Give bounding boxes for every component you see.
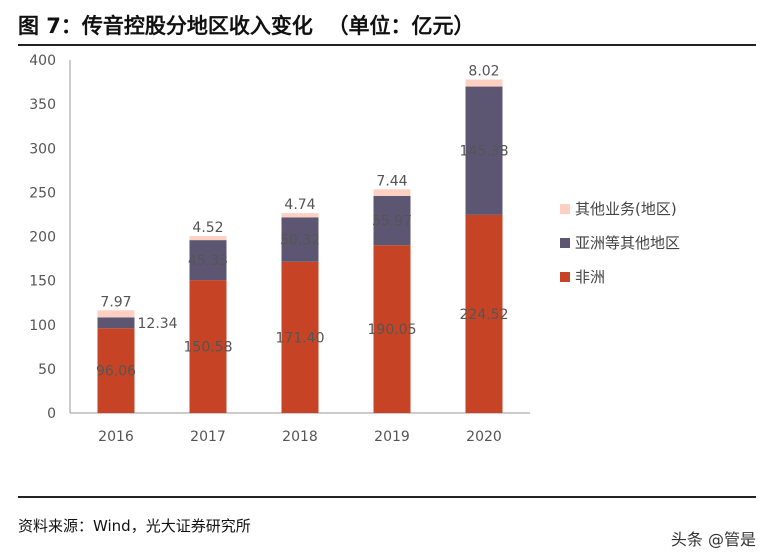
bottom-rule [18, 496, 756, 498]
legend-label: 非洲 [575, 268, 605, 286]
data-label: 45.33 [188, 253, 228, 269]
bar-segment [465, 79, 503, 87]
data-label: 50.32 [280, 233, 320, 249]
chart-title: 图 7：传音控股分地区收入变化 （单位：亿元） [18, 14, 475, 38]
data-label: 171.40 [276, 330, 325, 346]
x-tick-label: 2017 [190, 429, 226, 445]
bar-segment [189, 280, 227, 413]
data-label: 7.97 [100, 294, 131, 310]
x-tick-label: 2016 [98, 429, 134, 445]
bar-segment [97, 310, 135, 318]
data-label: 190.05 [368, 322, 417, 338]
y-tick-label: 300 [29, 141, 56, 157]
y-tick-label: 50 [38, 362, 56, 378]
bar-segment [373, 245, 411, 413]
y-tick-label: 100 [29, 318, 56, 334]
bar-segment [189, 240, 227, 281]
x-tick-label: 2019 [374, 429, 410, 445]
data-label: 224.52 [460, 307, 509, 323]
legend-label: 亚洲等其他地区 [575, 234, 680, 252]
y-tick-label: 200 [29, 230, 56, 246]
bar-segment [97, 328, 135, 413]
data-label: 4.74 [284, 197, 315, 213]
data-label: 8.02 [468, 63, 499, 79]
data-label: 55.97 [372, 214, 412, 230]
y-tick-label: 350 [29, 97, 56, 113]
bar-segment [373, 195, 411, 246]
y-tick-label: 150 [29, 274, 56, 290]
data-label: 4.52 [192, 220, 223, 236]
bar-segment [373, 189, 411, 196]
x-tick-label: 2018 [282, 429, 318, 445]
x-tick-label: 2020 [466, 429, 502, 445]
bar-segment [281, 217, 319, 262]
y-tick-label: 400 [29, 53, 56, 69]
bar-segment [465, 86, 503, 215]
bar-segment [465, 214, 503, 413]
watermark: 头条 @管是 [670, 530, 756, 549]
y-tick-label: 250 [29, 185, 56, 201]
bar-segment [97, 317, 135, 329]
legend-swatch [560, 204, 570, 214]
top-rule [18, 44, 756, 46]
legend-swatch [560, 238, 570, 248]
legend-swatch [560, 272, 570, 282]
source-note: 资料来源：Wind，光大证券研究所 [18, 517, 251, 535]
bar-segment [281, 261, 319, 413]
bar-segment [189, 236, 227, 241]
legend-label: 其他业务(地区) [575, 200, 677, 218]
data-label: 12.34 [138, 316, 178, 332]
stacked-bar-chart: 0 50 100 150 200 250 300 350 400 96.06 12.34 7.97 20… [29, 53, 680, 445]
data-label: 150.58 [184, 340, 233, 356]
y-tick-label: 0 [47, 406, 56, 422]
data-label: 145.38 [460, 144, 509, 160]
data-label: 7.44 [376, 173, 407, 189]
bar-segment [281, 213, 319, 218]
data-label: 96.06 [96, 364, 136, 380]
